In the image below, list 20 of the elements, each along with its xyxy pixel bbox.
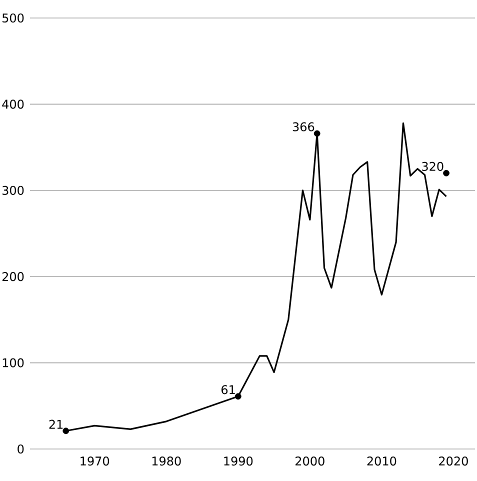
point bbox=[443, 170, 450, 176]
data-label: 61 bbox=[222, 385, 235, 394]
x-tick-label: 1980 bbox=[152, 456, 181, 466]
y-tick-label: 200 bbox=[2, 272, 24, 282]
x-tick-label: 1990 bbox=[224, 456, 253, 466]
y-tick-label: 500 bbox=[2, 13, 24, 23]
y-tick-label: 400 bbox=[2, 100, 24, 109]
y-tick-label: 100 bbox=[2, 358, 24, 368]
point bbox=[62, 428, 70, 434]
x-tick-label: 2020 bbox=[439, 456, 468, 466]
data-label: 366 bbox=[292, 122, 314, 132]
data-label: 21 bbox=[49, 420, 63, 429]
y-tick-label: 300 bbox=[2, 186, 24, 195]
y-tick-label: 0 bbox=[18, 444, 24, 454]
x-tick-label: 2010 bbox=[367, 456, 396, 466]
point bbox=[234, 393, 242, 400]
point bbox=[314, 130, 320, 137]
x-tick-label: 2000 bbox=[296, 456, 324, 466]
x-tick-label: 1970 bbox=[80, 456, 110, 466]
data-label: 320 bbox=[422, 162, 444, 171]
